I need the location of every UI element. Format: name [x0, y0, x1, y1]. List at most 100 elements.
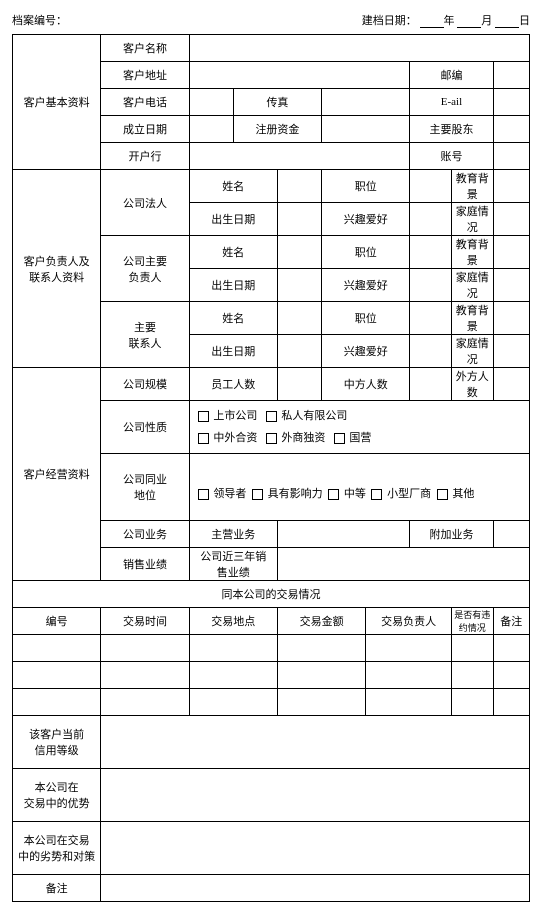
- main-hobby-l: 兴趣爱好: [322, 269, 410, 302]
- legal-family-l: 家庭情况: [451, 203, 493, 236]
- r2-breach: [451, 662, 493, 689]
- cust-addr-value: [189, 62, 410, 89]
- credit-l1: 该客户当前: [13, 726, 100, 742]
- ind-l2: 地位: [101, 487, 188, 503]
- checkbox-icon[interactable]: [198, 433, 209, 444]
- opt-listed: 上市公司: [213, 410, 257, 422]
- r2-place: [189, 662, 277, 689]
- extrabiz-v: [493, 521, 529, 548]
- opt-small: 小型厂商: [387, 488, 431, 500]
- fax-label: 传真: [233, 89, 321, 116]
- year-blank: [420, 15, 444, 28]
- main-label: 公司主要 负责人: [101, 236, 189, 302]
- legal-name-l: 姓名: [189, 170, 277, 203]
- nature-l: 公司性质: [101, 401, 189, 454]
- contact-pos-v: [410, 302, 452, 335]
- main-edu-v: [493, 236, 529, 269]
- opt-other: 其他: [452, 488, 474, 500]
- checkbox-icon[interactable]: [437, 489, 448, 500]
- r1-breach: [451, 635, 493, 662]
- opt-jv: 中外合资: [213, 432, 257, 444]
- r2-rmk: [493, 662, 529, 689]
- dis-l1: 本公司在交易: [13, 832, 100, 848]
- regcap-value: [322, 116, 410, 143]
- s4-title: 同本公司的交易情况: [13, 581, 530, 608]
- col-amount: 交易金额: [277, 608, 365, 635]
- opt-leader: 领导者: [213, 488, 246, 500]
- adv-l1: 本公司在: [13, 779, 100, 795]
- create-date: 建档日期： 年 月 日: [362, 12, 530, 28]
- main-dob-l: 出生日期: [189, 269, 277, 302]
- col-breach: 是否有违约情况: [451, 608, 493, 635]
- opt-wfoe: 外商独资: [281, 432, 325, 444]
- create-date-prefix: 建档日期：: [362, 15, 417, 27]
- scale-l: 公司规模: [101, 368, 189, 401]
- checkbox-icon[interactable]: [266, 433, 277, 444]
- remark-v: [101, 875, 530, 902]
- adv-l2: 交易中的优势: [13, 795, 100, 811]
- month-blank: [457, 15, 481, 28]
- emp-v: [277, 368, 321, 401]
- contact-name-l: 姓名: [189, 302, 277, 335]
- checkbox-icon[interactable]: [334, 433, 345, 444]
- contact-edu-l: 教育背景: [451, 302, 493, 335]
- contact-family-l: 家庭情况: [451, 335, 493, 368]
- day-suffix: 日: [519, 15, 530, 27]
- legal-pos-l: 职位: [322, 170, 410, 203]
- checkbox-icon[interactable]: [198, 489, 209, 500]
- post-value: [493, 62, 529, 89]
- legal-pos-v: [410, 170, 452, 203]
- acct-value: [493, 143, 529, 170]
- main-hobby-v: [410, 269, 452, 302]
- month-suffix: 月: [481, 15, 492, 27]
- col-person: 交易负责人: [366, 608, 452, 635]
- contact-label: 主要 联系人: [101, 302, 189, 368]
- bank-value: [189, 143, 410, 170]
- r1-amt: [277, 635, 365, 662]
- checkbox-icon[interactable]: [252, 489, 263, 500]
- fax-value: [322, 89, 410, 116]
- ind-l1: 公司同业: [101, 471, 188, 487]
- legal-family-v: [493, 203, 529, 236]
- checkbox-icon[interactable]: [371, 489, 382, 500]
- sales-l: 销售业绩: [101, 548, 189, 581]
- r3-place: [189, 689, 277, 716]
- main-name-l: 姓名: [189, 236, 277, 269]
- mainbiz-l: 主营业务: [189, 521, 277, 548]
- opt-mid: 中等: [344, 488, 366, 500]
- col-remark: 备注: [493, 608, 529, 635]
- acct-label: 账号: [410, 143, 493, 170]
- contact-edu-v: [493, 302, 529, 335]
- fremp-v: [493, 368, 529, 401]
- ind-l: 公司同业 地位: [101, 454, 189, 521]
- legal-name-v: [277, 170, 321, 203]
- adv-v: [101, 769, 530, 822]
- extrabiz-l: 附加业务: [410, 521, 493, 548]
- nature-opts: 上市公司 私人有限公司 中外合资 外商独资 国营: [189, 401, 529, 454]
- r2-person: [366, 662, 452, 689]
- checkbox-icon[interactable]: [266, 411, 277, 422]
- legal-label: 公司法人: [101, 170, 189, 236]
- checkbox-icon[interactable]: [198, 411, 209, 422]
- s2-title-l1: 客户负责人及: [13, 253, 100, 269]
- credit-l: 该客户当前 信用等级: [13, 716, 101, 769]
- s2-title-l2: 联系人资料: [13, 269, 100, 285]
- r1-place: [189, 635, 277, 662]
- r3-rmk: [493, 689, 529, 716]
- r1-no: [13, 635, 101, 662]
- dis-v: [101, 822, 530, 875]
- main-pos-l: 职位: [322, 236, 410, 269]
- checkbox-icon[interactable]: [328, 489, 339, 500]
- cnemp-v: [410, 368, 452, 401]
- email-label: E-ail: [410, 89, 493, 116]
- credit-l2: 信用等级: [13, 742, 100, 758]
- share-value: [493, 116, 529, 143]
- dis-l2: 中的劣势和对策: [13, 848, 100, 864]
- found-label: 成立日期: [101, 116, 189, 143]
- contact-pos-l: 职位: [322, 302, 410, 335]
- r3-no: [13, 689, 101, 716]
- share-label: 主要股东: [410, 116, 493, 143]
- r3-person: [366, 689, 452, 716]
- legal-dob-v: [277, 203, 321, 236]
- year-suffix: 年: [444, 15, 455, 27]
